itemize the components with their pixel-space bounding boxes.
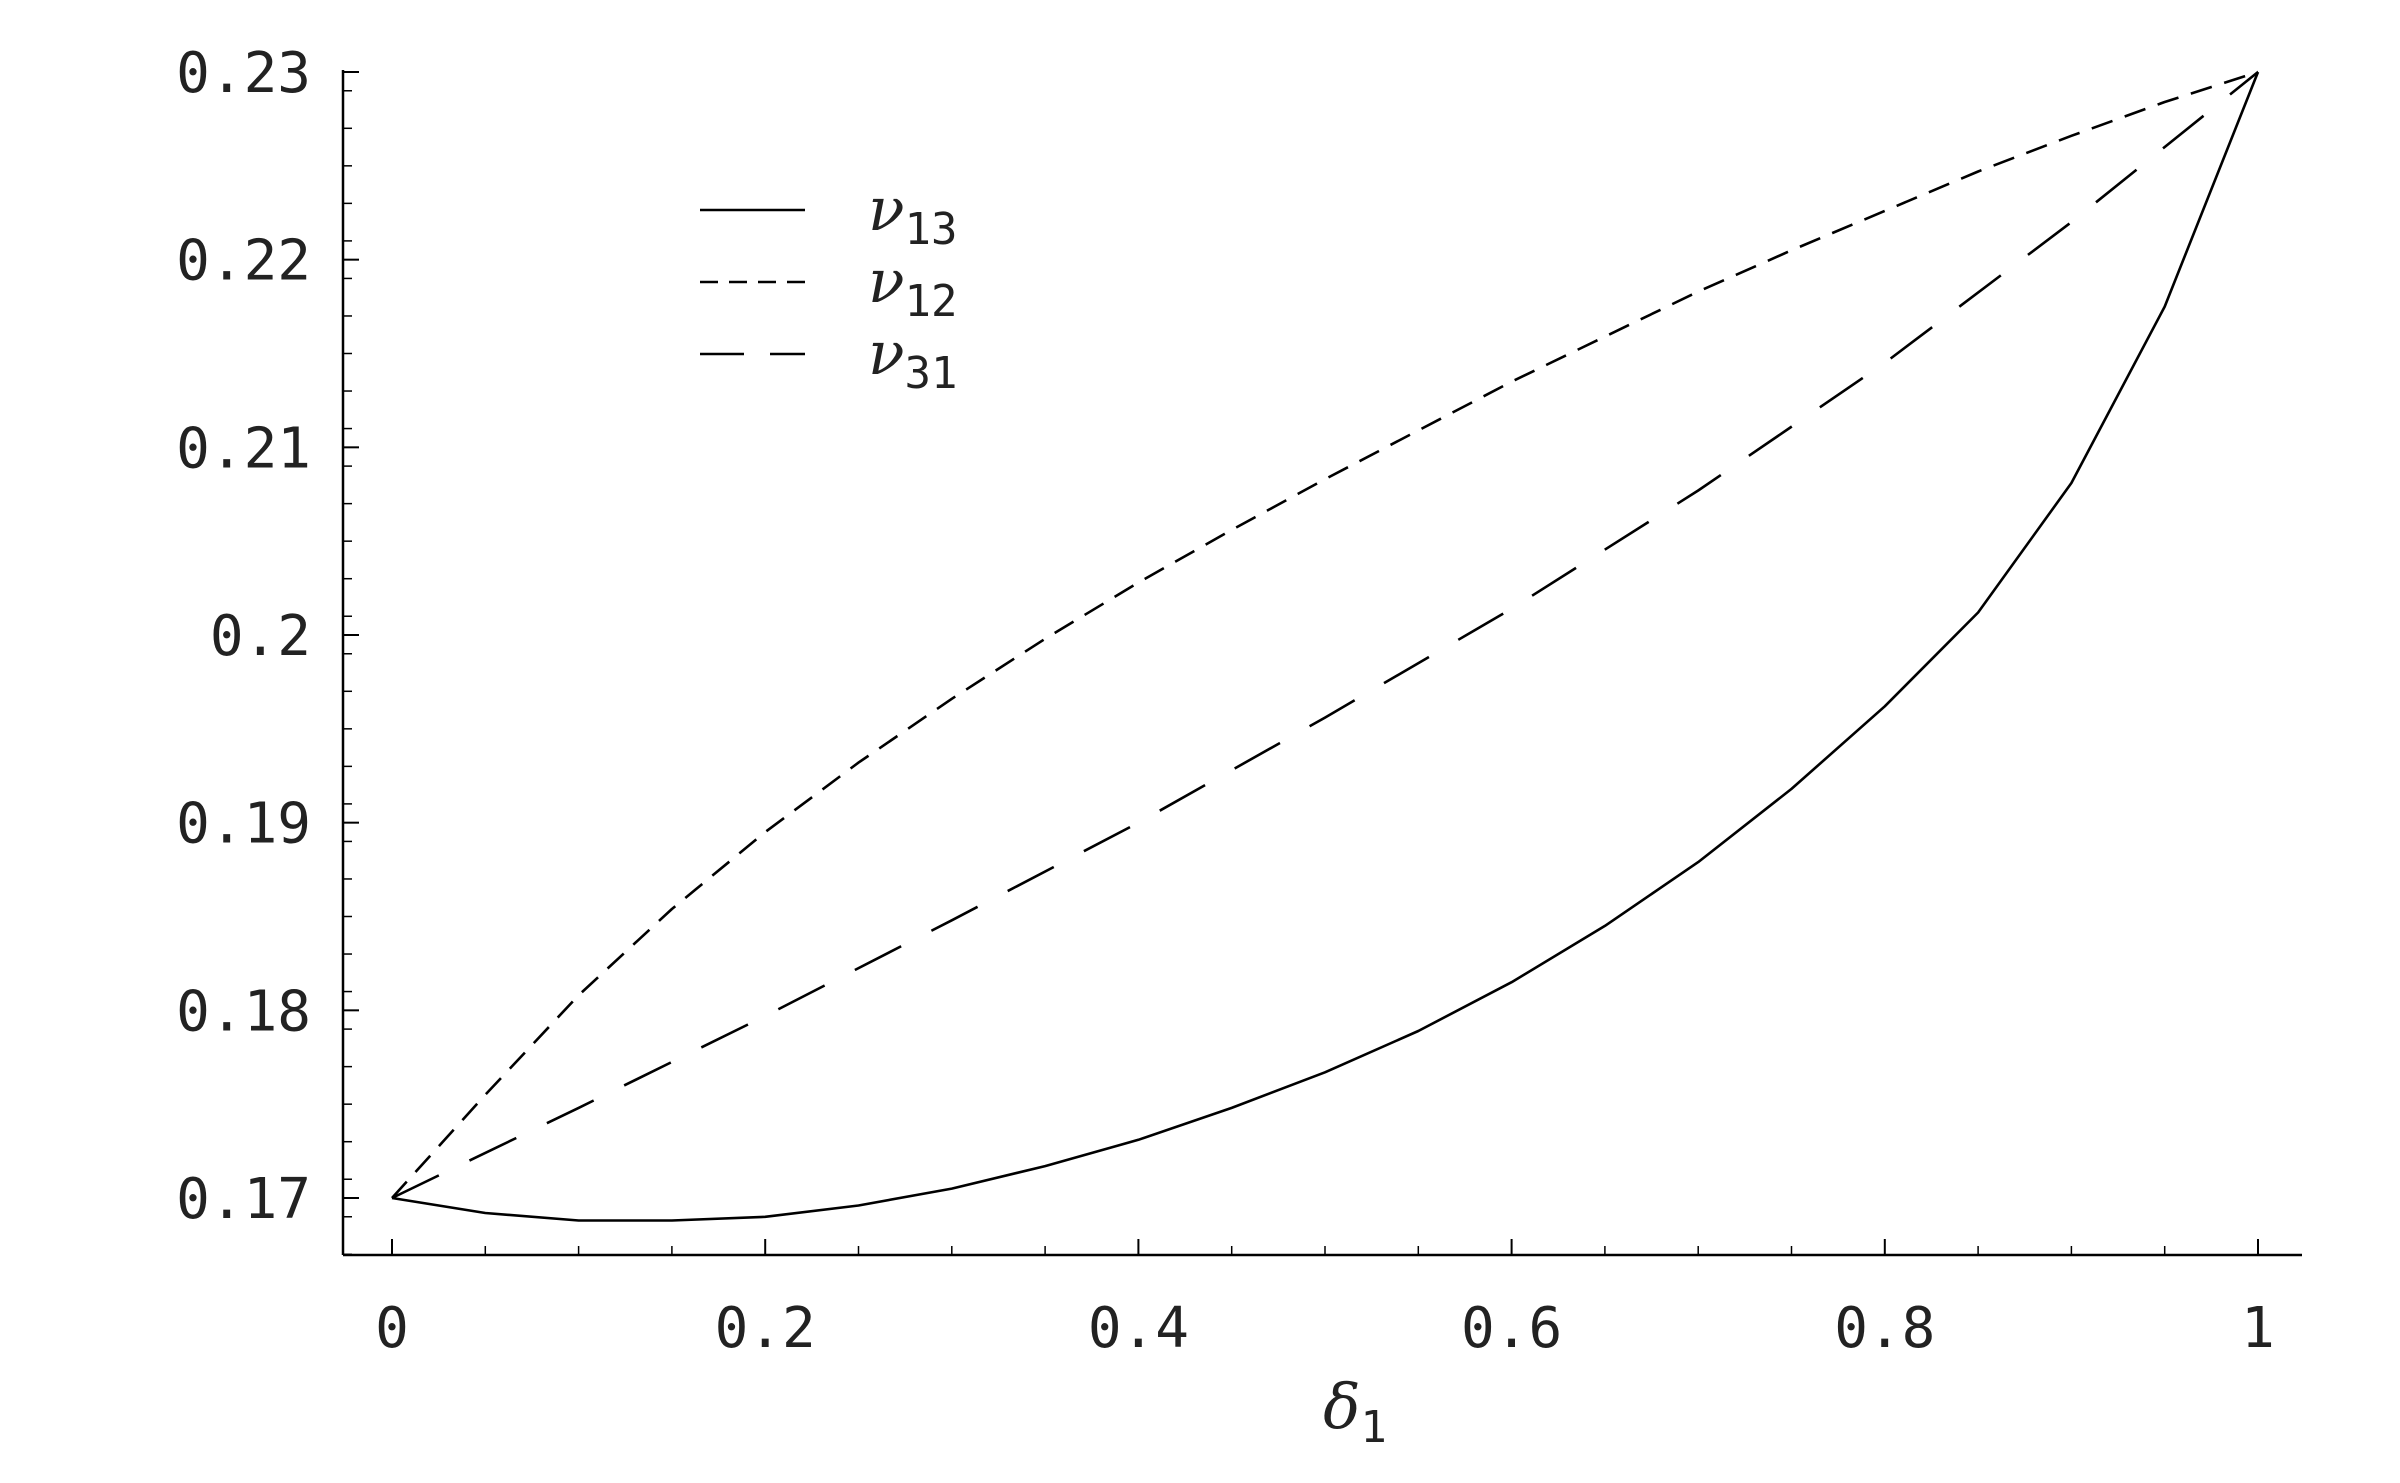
legend-label-31: ν31 [868,319,957,399]
y-tick-label: 0.19 [176,792,311,857]
x-tick-label: 0.4 [1088,1296,1189,1361]
series-line-13 [391,71,2260,1222]
x-tick-label: 0 [375,1296,409,1361]
x-tick-label: 0.8 [1834,1296,1935,1361]
x-tick-label: 1 [2241,1296,2275,1361]
axes [341,70,2302,1257]
x-axis-title: δ1 [1323,1370,1387,1453]
x-tick-label: 0.2 [715,1296,816,1361]
x-tick-label: 0.6 [1461,1296,1562,1361]
series-line-31 [391,70,2259,1200]
y-tick-label: 0.21 [176,416,311,481]
series-line-12 [391,70,2259,1199]
legend-label-13: ν13 [868,175,957,255]
y-axis-ticks: 0.17 0.18 0.19 0.2 0.21 0.22 0.23 [176,41,359,1256]
y-tick-label: 0.22 [176,229,311,294]
y-tick-label: 0.23 [176,41,311,106]
series-layer [391,70,2260,1222]
y-tick-label: 0.17 [176,1167,311,1232]
y-tick-label: 0.18 [176,979,311,1044]
y-tick-label: 0.2 [210,604,311,669]
legend-label-12: ν12 [868,247,957,327]
x-axis-ticks: 0 0.2 0.4 0.6 0.8 1 [375,1239,2275,1361]
